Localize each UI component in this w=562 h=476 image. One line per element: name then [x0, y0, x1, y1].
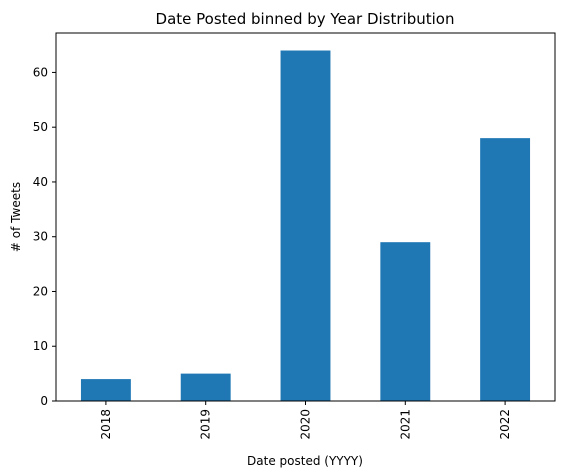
bar-2022 — [480, 138, 531, 401]
y-tick-label: 30 — [33, 230, 48, 244]
bar-2020 — [280, 50, 331, 402]
x-axis: 2018 2019 2020 2021 2022 — [99, 401, 512, 440]
bars — [80, 50, 531, 402]
bar-2019 — [180, 373, 231, 401]
y-axis: 0 10 20 30 40 50 60 — [33, 65, 56, 408]
y-tick-label: 50 — [33, 120, 48, 134]
x-tick-label: 2018 — [99, 409, 113, 440]
y-tick-label: 20 — [33, 284, 48, 298]
y-tick-label: 40 — [33, 175, 48, 189]
y-axis-label: # of Tweets — [9, 182, 23, 252]
chart-title: Date Posted binned by Year Distribution — [156, 10, 455, 28]
bar-2021 — [380, 242, 431, 401]
x-tick-label: 2019 — [199, 409, 213, 440]
y-tick-label: 0 — [40, 394, 48, 408]
x-tick-label: 2021 — [398, 409, 412, 440]
x-tick-label: 2022 — [498, 409, 512, 440]
bar-2018 — [80, 379, 131, 401]
x-tick-label: 2020 — [299, 409, 313, 440]
y-tick-label: 60 — [33, 65, 48, 79]
x-axis-label: Date posted (YYYY) — [247, 454, 363, 468]
y-tick-label: 10 — [33, 339, 48, 353]
